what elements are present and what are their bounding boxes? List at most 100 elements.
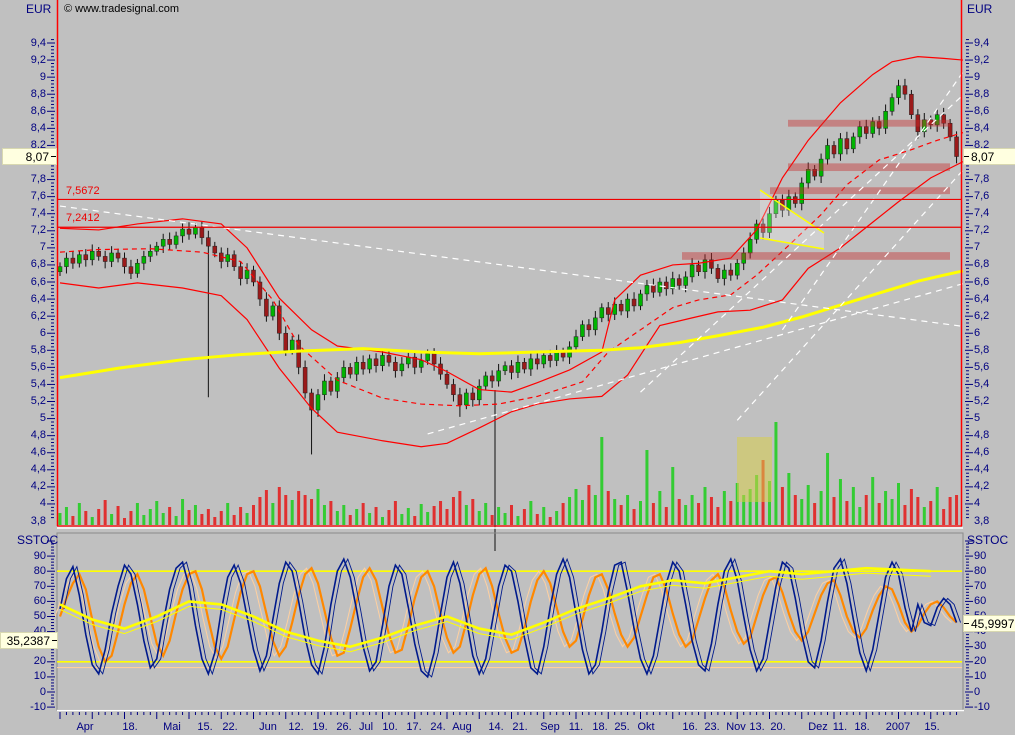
current-price-box-right: 8,07 (963, 148, 1015, 165)
volume-bar (935, 487, 939, 525)
volume-bar (768, 481, 771, 525)
candle-body (786, 196, 792, 211)
volume-bar (587, 485, 591, 525)
candle-body (638, 293, 643, 307)
volume-bar (929, 501, 933, 525)
volume-bar (368, 513, 372, 525)
volume-bar (342, 505, 346, 525)
volume-bar (671, 467, 675, 525)
candle-body (70, 257, 76, 264)
candle-body (335, 377, 340, 392)
candle-body (934, 114, 940, 126)
candle-body (186, 228, 192, 235)
volume-bar (535, 514, 539, 525)
volume-bar (864, 495, 868, 525)
candle-body (57, 266, 63, 273)
candle-body (676, 278, 682, 286)
candle-body (593, 317, 598, 331)
volume-bar (574, 489, 578, 525)
candle-body (825, 145, 830, 160)
candle-body (502, 365, 508, 372)
candle-body (418, 360, 424, 368)
candle-body (496, 370, 501, 382)
candle-body (328, 380, 334, 392)
volume-bar (542, 507, 546, 525)
volume-bar (110, 514, 114, 525)
volume-bar (310, 499, 314, 525)
volume-bar (432, 506, 436, 525)
candle-body (573, 336, 579, 348)
candle-body (896, 85, 901, 98)
candle-body (715, 268, 721, 279)
bollinger-lower-band (59, 161, 964, 448)
pennant-shade (760, 190, 824, 249)
candle-body (812, 169, 817, 177)
candle-body (477, 385, 482, 401)
volume-bar (381, 517, 384, 525)
candle-body (625, 298, 630, 312)
candle-body (322, 380, 327, 395)
candle-body (180, 228, 185, 237)
candle-body (554, 351, 559, 361)
candle-body (109, 252, 114, 262)
volume-bar (619, 505, 623, 525)
candle-body (148, 251, 153, 257)
candle-body (341, 367, 347, 378)
volume-bar (135, 503, 139, 525)
volume-bar (219, 511, 223, 525)
candle-body (90, 251, 95, 261)
candle-body (167, 239, 172, 245)
candle-body (799, 182, 804, 204)
candle-body (805, 169, 811, 184)
candle-body (844, 138, 850, 150)
candle-body (135, 262, 140, 274)
volume-bar (77, 503, 81, 525)
volume-bar (516, 516, 520, 525)
candle-body (128, 266, 134, 274)
candle-body (696, 264, 701, 273)
volume-bar (948, 497, 952, 525)
volume-bar (813, 503, 817, 525)
volume-bar (780, 487, 784, 525)
sstoc-chart-canvas[interactable] (57, 533, 963, 710)
candle-body (547, 355, 553, 361)
volume-bar (245, 513, 249, 525)
volume-bar (64, 507, 68, 525)
candle-body (818, 158, 824, 177)
volume-bar (722, 491, 726, 525)
volume-bar (439, 501, 443, 525)
resistance-zone (788, 163, 950, 172)
candle-body (457, 394, 463, 406)
candle-body (580, 324, 585, 337)
volume-bar (877, 503, 881, 525)
volume-bar (793, 495, 797, 525)
candle-body (193, 227, 198, 235)
candle-body (399, 363, 405, 372)
candle-body (483, 375, 488, 387)
volume-bar (303, 495, 307, 525)
candle-body (586, 324, 592, 331)
candle-body (348, 367, 353, 375)
candle-body (77, 254, 82, 264)
volume-bar (290, 500, 294, 525)
main-chart-canvas[interactable] (57, 0, 962, 526)
candle-body (709, 259, 714, 269)
volume-bar (632, 509, 636, 525)
candle-body (380, 355, 385, 366)
volume-bar (464, 505, 468, 525)
candle-body (793, 196, 798, 204)
volume-bar (297, 491, 301, 525)
volume-bar (716, 507, 720, 525)
volume-bar (684, 505, 688, 525)
pennant-upper-line (759, 189, 825, 234)
volume-bar (90, 517, 94, 525)
candle-body (651, 285, 656, 293)
volume-bar (697, 503, 701, 525)
candle-body (618, 303, 624, 312)
volume-bar (148, 509, 152, 525)
volume-bar (645, 450, 649, 525)
volume-bar (787, 473, 791, 525)
volume-bar (897, 483, 900, 525)
volume-bar (909, 489, 913, 525)
candle-body (947, 122, 953, 138)
